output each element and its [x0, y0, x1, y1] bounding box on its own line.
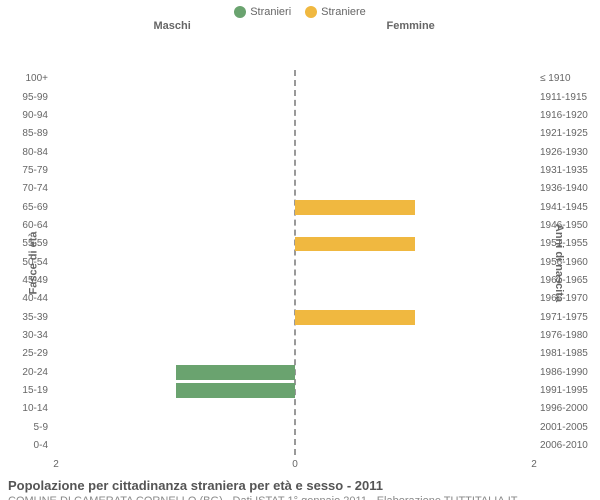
ytick-birth: 1951-1955 — [540, 239, 588, 249]
ytick-birth: 2006-2010 — [540, 441, 588, 451]
caption-title: Popolazione per cittadinanza straniera p… — [8, 478, 592, 493]
bar-male — [176, 383, 296, 398]
pyramid-row — [56, 290, 534, 308]
bar-female — [295, 310, 415, 325]
ytick-age: 5-9 — [0, 423, 48, 433]
ytick-age: 15-19 — [0, 386, 48, 396]
ytick-birth: 1936-1940 — [540, 184, 588, 194]
pyramid-row — [56, 88, 534, 106]
ytick-birth: 1976-1980 — [540, 331, 588, 341]
pyramid-row — [56, 418, 534, 436]
ytick-birth: 1931-1935 — [540, 166, 588, 176]
ytick-age: 70-74 — [0, 184, 48, 194]
ytick-birth: 1981-1985 — [540, 349, 588, 359]
legend-item-male: Stranieri — [234, 6, 291, 18]
ytick-birth: 1986-1990 — [540, 368, 588, 378]
ytick-age: 80-84 — [0, 148, 48, 158]
ytick-age: 10-14 — [0, 404, 48, 414]
pyramid-row — [56, 180, 534, 198]
ytick-age: 25-29 — [0, 349, 48, 359]
ytick-age: 20-24 — [0, 368, 48, 378]
caption: Popolazione per cittadinanza straniera p… — [8, 478, 592, 500]
ytick-age: 0-4 — [0, 441, 48, 451]
pyramid-row — [56, 143, 534, 161]
bar-female — [295, 200, 415, 215]
ytick-age: 75-79 — [0, 166, 48, 176]
ytick-age: 55-59 — [0, 239, 48, 249]
pyramid-row — [56, 308, 534, 326]
ytick-birth: 1971-1975 — [540, 313, 588, 323]
ytick-age: 50-54 — [0, 258, 48, 268]
header-female: Femmine — [387, 20, 435, 32]
legend-label-male: Stranieri — [250, 6, 291, 18]
xtick: 2 — [531, 459, 537, 470]
ytick-birth: 1946-1950 — [540, 221, 588, 231]
x-axis: 2 0 2 — [56, 457, 534, 473]
pyramid-row — [56, 363, 534, 381]
bar-male — [176, 365, 296, 380]
pyramid-row — [56, 198, 534, 216]
pyramid-row — [56, 327, 534, 345]
ytick-birth: 1921-1925 — [540, 129, 588, 139]
ytick-birth: 1916-1920 — [540, 111, 588, 121]
ytick-age: 30-34 — [0, 331, 48, 341]
ytick-age: 65-69 — [0, 203, 48, 213]
pyramid-row — [56, 382, 534, 400]
caption-sub: COMUNE DI CAMERATA CORNELLO (BG) - Dati … — [8, 495, 592, 500]
xtick: 0 — [292, 459, 298, 470]
ytick-birth: ≤ 1910 — [540, 74, 571, 84]
pyramid-row — [56, 253, 534, 271]
ytick-birth: 1911-1915 — [540, 93, 587, 103]
ytick-birth: 2001-2005 — [540, 423, 588, 433]
ytick-age: 40-44 — [0, 294, 48, 304]
ytick-birth: 1926-1930 — [540, 148, 588, 158]
legend: Stranieri Straniere — [0, 0, 600, 20]
pyramid-row — [56, 345, 534, 363]
ytick-age: 35-39 — [0, 313, 48, 323]
column-headers: Maschi Femmine — [0, 20, 600, 38]
legend-swatch-male — [234, 6, 246, 18]
header-male: Maschi — [154, 20, 191, 32]
ytick-age: 60-64 — [0, 221, 48, 231]
pyramid-row — [56, 437, 534, 455]
ytick-age: 95-99 — [0, 93, 48, 103]
ytick-birth: 1941-1945 — [540, 203, 588, 213]
pyramid-row — [56, 400, 534, 418]
ytick-birth: 1961-1965 — [540, 276, 588, 286]
ytick-birth: 1996-2000 — [540, 404, 588, 414]
bar-female — [295, 237, 415, 252]
ytick-birth: 1956-1960 — [540, 258, 588, 268]
ytick-age: 90-94 — [0, 111, 48, 121]
ytick-age: 85-89 — [0, 129, 48, 139]
pyramid-row — [56, 107, 534, 125]
pyramid-row — [56, 217, 534, 235]
legend-swatch-female — [305, 6, 317, 18]
legend-item-female: Straniere — [305, 6, 366, 18]
legend-label-female: Straniere — [321, 6, 366, 18]
pyramid-row — [56, 125, 534, 143]
ytick-birth: 1966-1970 — [540, 294, 588, 304]
pyramid-row — [56, 235, 534, 253]
ytick-age: 45-49 — [0, 276, 48, 286]
pyramid-row — [56, 70, 534, 88]
ytick-age: 100+ — [0, 74, 48, 84]
chart: Maschi Femmine Fasce di età Anni di nasc… — [0, 20, 600, 38]
pyramid-row — [56, 162, 534, 180]
plot-area — [56, 70, 534, 455]
pyramid-row — [56, 272, 534, 290]
xtick: 2 — [53, 459, 59, 470]
ytick-birth: 1991-1995 — [540, 386, 588, 396]
